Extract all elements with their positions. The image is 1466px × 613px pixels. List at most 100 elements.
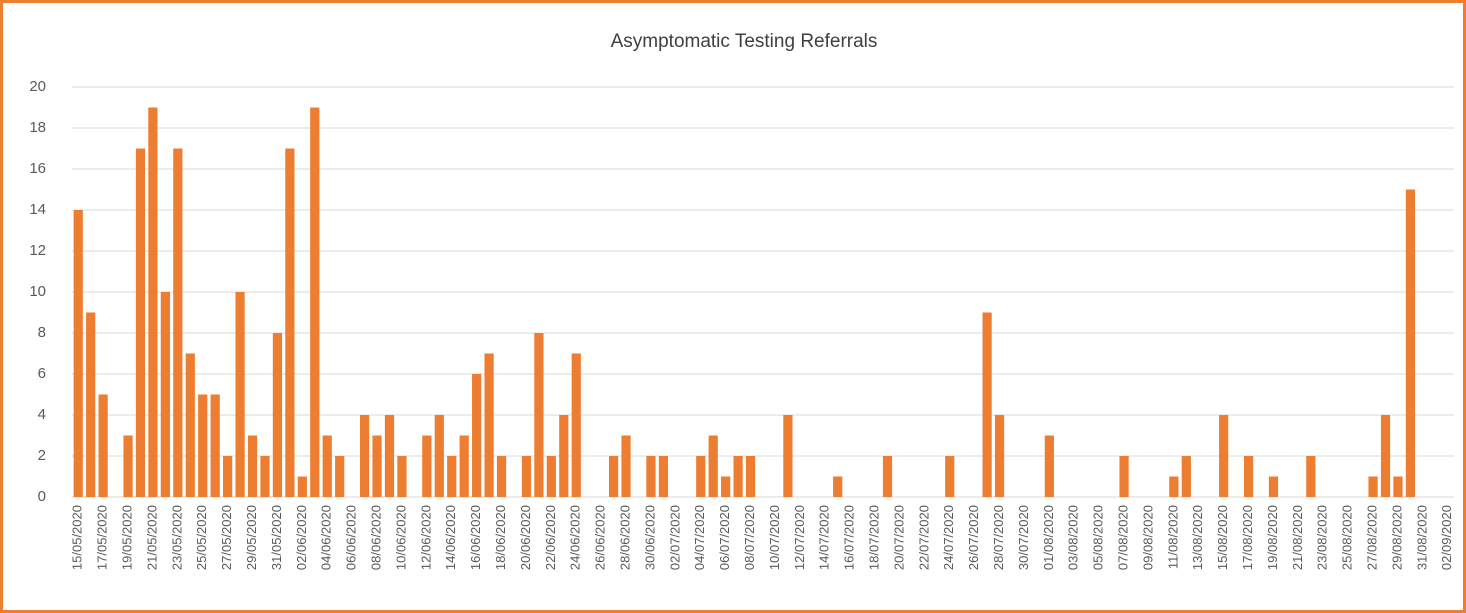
bar: [285, 148, 295, 497]
bar: [1219, 415, 1229, 497]
x-tick-label: 09/08/2020: [1140, 505, 1155, 570]
bar: [472, 374, 482, 497]
bar: [1119, 456, 1129, 497]
bar: [459, 435, 469, 497]
bar: [546, 456, 556, 497]
bar: [322, 435, 332, 497]
x-tick-label: 07/08/2020: [1116, 505, 1131, 570]
x-tick-label: 28/07/2020: [991, 505, 1006, 570]
y-tick-label: 2: [38, 447, 46, 464]
x-tick-label: 01/08/2020: [1041, 505, 1056, 570]
x-tick-label: 24/07/2020: [941, 505, 956, 570]
x-tick-label: 20/07/2020: [891, 505, 906, 570]
x-tick-label: 29/08/2020: [1389, 505, 1404, 570]
bar: [123, 435, 133, 497]
x-tick-label: 05/08/2020: [1091, 505, 1106, 570]
x-tick-label: 15/08/2020: [1215, 505, 1230, 570]
x-tick-label: 14/06/2020: [443, 505, 458, 570]
bar: [621, 435, 631, 497]
bar: [484, 353, 494, 497]
x-tick-label: 30/06/2020: [642, 505, 657, 570]
x-tick-label: 23/08/2020: [1315, 505, 1330, 570]
y-tick-label: 12: [29, 242, 46, 259]
y-tick-label: 18: [29, 119, 46, 136]
x-tick-label: 11/08/2020: [1165, 505, 1180, 569]
x-tick-label: 12/06/2020: [418, 505, 433, 570]
x-tick-label: 16/07/2020: [842, 505, 857, 570]
x-tick-label: 08/06/2020: [368, 505, 383, 570]
bar: [272, 333, 283, 497]
bar: [745, 456, 756, 497]
bar: [696, 456, 706, 497]
bar: [247, 435, 258, 497]
bar: [783, 415, 793, 497]
bar: [1181, 456, 1191, 497]
x-tick-label: 10/07/2020: [767, 505, 782, 570]
x-tick-label: 04/06/2020: [319, 505, 334, 570]
x-tick-label: 14/07/2020: [817, 505, 832, 570]
x-tick-label: 16/06/2020: [468, 505, 483, 570]
bar: [658, 456, 669, 497]
bar: [521, 456, 532, 497]
x-tick-label: 03/08/2020: [1066, 505, 1081, 570]
x-tick-label: 21/05/2020: [144, 505, 159, 570]
bar: [310, 107, 320, 497]
x-tick-label: 26/07/2020: [966, 505, 981, 570]
bar: [335, 456, 345, 497]
bar: [160, 292, 170, 497]
bar: [733, 456, 743, 497]
bar: [73, 210, 83, 497]
y-tick-label: 4: [38, 406, 46, 423]
x-tick-label: 06/06/2020: [344, 505, 359, 570]
x-tick-label: 28/06/2020: [617, 505, 632, 570]
bar: [372, 435, 382, 497]
bar: [496, 456, 507, 497]
bar: [173, 148, 183, 497]
x-tick-label: 27/05/2020: [219, 505, 234, 570]
x-tick-label: 08/07/2020: [742, 505, 757, 570]
x-tick-label: 02/09/2020: [1439, 505, 1454, 570]
x-tick-label: 22/06/2020: [543, 505, 558, 570]
x-tick-label: 13/08/2020: [1190, 505, 1205, 570]
x-tick-label: 25/05/2020: [194, 505, 209, 570]
bar: [135, 148, 146, 497]
bar: [422, 435, 432, 497]
bar: [1393, 476, 1403, 497]
y-tick-label: 6: [38, 365, 46, 382]
bar: [945, 456, 955, 497]
x-tick-label: 31/08/2020: [1414, 505, 1429, 570]
bar: [646, 456, 656, 497]
bar: [559, 415, 569, 497]
chart-title: Asymptomatic Testing Referrals: [611, 31, 878, 52]
bar: [833, 476, 843, 497]
y-tick-label: 14: [29, 201, 46, 218]
bar: [397, 456, 407, 497]
bar: [882, 456, 893, 497]
bar: [1306, 456, 1316, 497]
bar: [148, 107, 158, 497]
x-tick-label: 06/07/2020: [717, 505, 732, 570]
x-tick-label: 18/06/2020: [493, 505, 508, 570]
bar: [608, 456, 619, 497]
x-tick-label: 20/06/2020: [518, 505, 533, 570]
y-tick-label: 20: [29, 78, 46, 95]
bar: [210, 394, 220, 497]
x-tick-label: 23/05/2020: [169, 505, 184, 570]
x-tick-label: 31/05/2020: [269, 505, 284, 570]
bar: [1169, 476, 1179, 497]
bar: [534, 333, 544, 497]
x-tick-label: 10/06/2020: [393, 505, 408, 570]
y-tick-label: 0: [38, 488, 46, 505]
x-tick-label: 22/07/2020: [916, 505, 931, 570]
y-tick-label: 8: [38, 324, 46, 341]
x-tick-label: 21/08/2020: [1290, 505, 1305, 570]
x-tick-label: 19/05/2020: [119, 505, 134, 570]
bar: [223, 456, 233, 497]
bar: [86, 312, 96, 497]
x-tick-label: 19/08/2020: [1265, 505, 1280, 570]
x-tick-label: 12/07/2020: [792, 505, 807, 570]
bar: [384, 415, 395, 497]
bar: [185, 353, 195, 497]
